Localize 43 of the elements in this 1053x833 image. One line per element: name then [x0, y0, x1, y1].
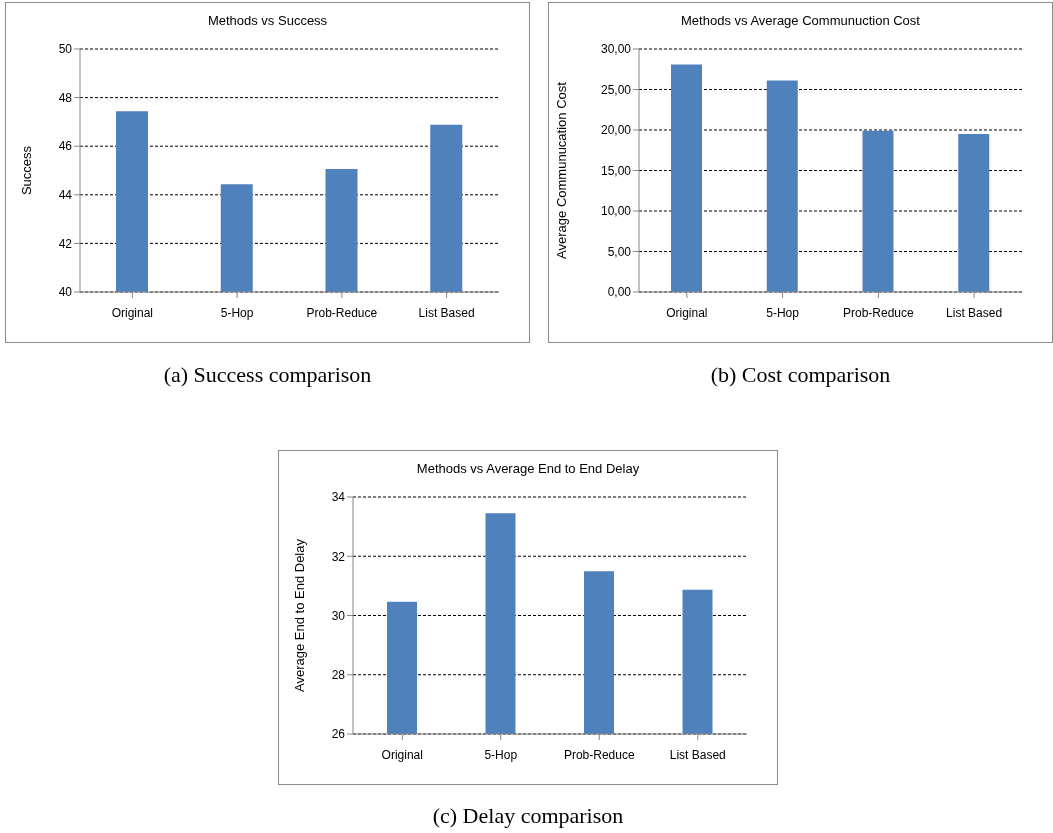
chart-title: Methods vs Average End to End Delay [415, 461, 641, 476]
y-axis-title: Success [18, 145, 34, 196]
x-tick-label: Original [381, 747, 423, 762]
x-tick-label: Prob-Reduce [843, 305, 915, 320]
y-axis-title: Average Communucation Cost [553, 81, 569, 259]
x-tick-label: 5-Hop [220, 305, 254, 320]
chart-title: Methods vs Average Communuction Cost [680, 13, 921, 28]
chart-title: Methods vs Success [206, 13, 329, 28]
y-tick-label: 42 [58, 236, 73, 251]
y-tick-label: 25,00 [600, 82, 632, 97]
y-axis-title: Average End to End Delay [291, 538, 307, 692]
y-tick-label: 48 [58, 90, 73, 105]
y-tick-label: 44 [58, 188, 73, 203]
bar [766, 80, 798, 292]
y-tick-label: 40 [58, 285, 73, 300]
y-tick-label: 46 [58, 139, 73, 154]
y-tick-label: 26 [331, 727, 346, 742]
bar [958, 134, 990, 292]
bar [862, 130, 894, 292]
x-tick-label: List Based [946, 305, 1003, 320]
y-tick-label: 34 [331, 490, 346, 505]
y-tick-label: 32 [331, 549, 346, 564]
x-tick-label: Original [666, 305, 708, 320]
text: (c) Delay comparison [431, 803, 625, 829]
x-tick-label: Prob-Reduce [563, 747, 635, 762]
y-tick-label: 30 [331, 608, 346, 623]
text: (b) Cost comparison [709, 362, 892, 388]
x-tick-label: 5-Hop [766, 305, 800, 320]
y-tick-label: 5,00 [607, 244, 632, 259]
x-tick-label: List Based [669, 747, 726, 762]
y-tick-label: 15,00 [600, 163, 632, 178]
bar [671, 64, 702, 292]
y-tick-label: 30,00 [600, 42, 632, 57]
x-tick-label: Prob-Reduce [306, 305, 378, 320]
x-tick-label: 5-Hop [484, 747, 518, 762]
x-tick-label: List Based [418, 305, 475, 320]
y-tick-label: 10,00 [600, 204, 632, 219]
text: (a) Success comparison [162, 362, 373, 388]
y-tick-label: 0,00 [607, 285, 632, 300]
y-tick-label: 28 [331, 668, 346, 683]
y-tick-label: 20,00 [600, 123, 632, 138]
y-tick-label: 50 [58, 42, 73, 57]
x-tick-label: Original [111, 305, 154, 320]
